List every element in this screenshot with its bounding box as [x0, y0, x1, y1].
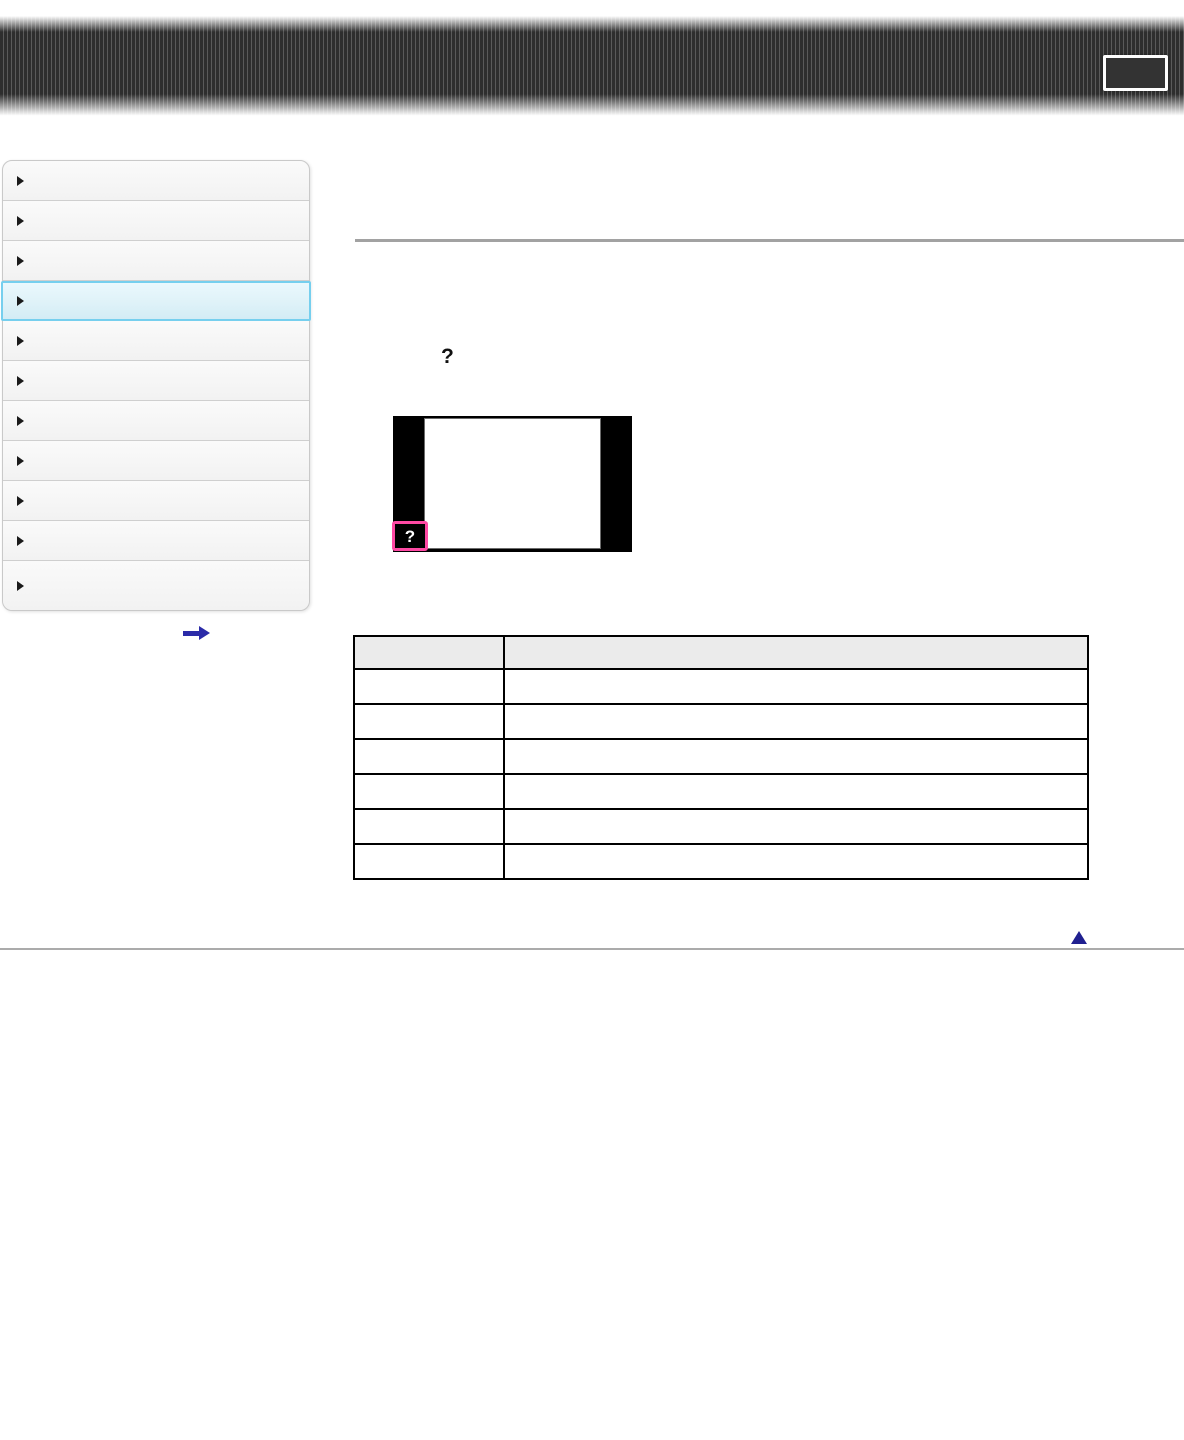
sidebar-nav	[1, 160, 311, 611]
bullet-right-icon	[17, 175, 24, 186]
table-header-row	[353, 635, 1089, 670]
table-row	[353, 738, 1089, 775]
bullet-right-icon	[17, 255, 24, 266]
sidebar-item[interactable]	[3, 241, 309, 281]
sidebar-item[interactable]	[3, 441, 309, 481]
table-row	[353, 843, 1089, 880]
table-header-cell	[503, 635, 1089, 670]
sidebar-item[interactable]	[3, 401, 309, 441]
table-cell	[503, 738, 1089, 775]
table-cell	[503, 808, 1089, 845]
screen-display-area	[424, 418, 601, 549]
sidebar-item[interactable]	[3, 521, 309, 561]
bullet-right-icon	[17, 495, 24, 506]
table-header-cell	[353, 635, 505, 670]
bullet-right-icon	[17, 296, 24, 306]
table-row	[353, 773, 1089, 810]
bullet-right-icon	[17, 415, 24, 426]
table-cell	[503, 773, 1089, 810]
table-cell	[353, 703, 505, 740]
inline-help-glyph: ?	[441, 345, 454, 368]
table-cell	[353, 843, 505, 880]
table-row	[353, 703, 1089, 740]
title-divider	[355, 239, 1184, 242]
camera-screen-illustration: ?	[392, 416, 632, 552]
table-cell	[353, 773, 505, 810]
help-icon-glyph: ?	[404, 526, 416, 546]
table-cell	[503, 843, 1089, 880]
sidebar-item[interactable]	[3, 161, 309, 201]
table-row	[353, 668, 1089, 705]
table-cell	[503, 668, 1089, 705]
back-to-top-icon[interactable]	[1071, 931, 1087, 944]
bullet-right-icon	[17, 215, 24, 226]
table-cell	[353, 808, 505, 845]
print-button[interactable]	[1103, 55, 1168, 91]
bullet-right-icon	[17, 535, 24, 546]
sidebar-item[interactable]	[3, 321, 309, 361]
sidebar-item[interactable]	[3, 481, 309, 521]
help-icon: ?	[392, 521, 428, 551]
bullet-right-icon	[17, 335, 24, 346]
sidebar-item[interactable]	[1, 281, 311, 321]
table-cell	[503, 703, 1089, 740]
bullet-right-icon	[17, 455, 24, 466]
table-cell	[353, 668, 505, 705]
footer-divider	[0, 948, 1184, 950]
bullet-right-icon	[17, 580, 24, 591]
sidebar-item[interactable]	[3, 361, 309, 401]
sidebar-item[interactable]	[3, 201, 309, 241]
bullet-right-icon	[17, 375, 24, 386]
sidebar-item[interactable]	[3, 561, 309, 610]
header-banner	[0, 0, 1184, 118]
next-page-arrow-icon[interactable]	[183, 626, 210, 640]
table-row	[353, 808, 1089, 845]
table-cell	[353, 738, 505, 775]
settings-table	[353, 635, 1089, 880]
